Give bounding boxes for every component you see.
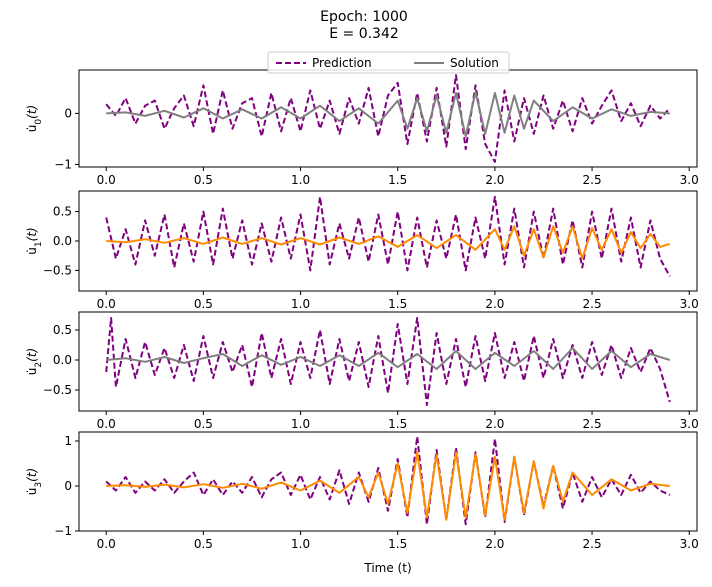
axes-frame-3 xyxy=(78,431,698,532)
xtick-label-3-2: 1.0 xyxy=(291,537,310,551)
xtick-label-1-6: 3.0 xyxy=(680,297,699,311)
xtick-label-1-0: 0.0 xyxy=(97,297,116,311)
xtick-label-1-3: 1.5 xyxy=(388,297,407,311)
xtick-label-2-1: 0.5 xyxy=(194,417,213,431)
subplots: 0.0 0.5 1.0 1.5 2.0 2.5 3.0 −1 0 u̇0(t) 0.0 0.5 1.0 1… xyxy=(25,69,699,575)
ytick-label-2-0: −0.5 xyxy=(43,383,72,397)
xtick-label-2-2: 1.0 xyxy=(291,417,310,431)
xtick-label-3-4: 2.0 xyxy=(485,537,504,551)
xtick-label-0-5: 2.5 xyxy=(583,173,602,187)
subplot-0: 0.0 0.5 1.0 1.5 2.0 2.5 3.0 −1 0 u̇0(t) xyxy=(25,69,699,187)
xtick-label-0-3: 1.5 xyxy=(388,173,407,187)
series-prediction-1 xyxy=(105,195,671,277)
xtick-label-3-3: 1.5 xyxy=(388,537,407,551)
xtick-label-1-2: 1.0 xyxy=(291,297,310,311)
ytick-label-1-1: 0.0 xyxy=(53,234,72,248)
plot-area-2 xyxy=(105,317,671,406)
subplot-3: 0.0 0.5 1.0 1.5 2.0 2.5 3.0 −1 0 1 u̇3(t) Time (t) xyxy=(25,431,699,575)
ytick-label-3-0: −1 xyxy=(54,524,72,538)
ytick-label-1-2: 0.5 xyxy=(53,205,72,219)
legend-prediction-label: Prediction xyxy=(312,56,372,70)
plot-area-3 xyxy=(105,435,671,526)
xtick-label-1-4: 2.0 xyxy=(485,297,504,311)
legend: Prediction Solution xyxy=(267,51,510,74)
subplot-1: 0.0 0.5 1.0 1.5 2.0 2.5 3.0 −0.5 0.0 0.5 u̇1(t) xyxy=(25,190,699,311)
series-prediction-0 xyxy=(105,74,671,163)
xtick-label-2-3: 1.5 xyxy=(388,417,407,431)
figure-subtitle: E = 0.342 xyxy=(329,26,399,42)
xtick-label-0-1: 0.5 xyxy=(194,173,213,187)
xtick-label-2-6: 3.0 xyxy=(680,417,699,431)
ylabel-2: u̇2(t) xyxy=(25,348,44,375)
ytick-label-1-0: −0.5 xyxy=(43,263,72,277)
figure-title: Epoch: 1000 xyxy=(320,9,408,25)
xtick-label-2-0: 0.0 xyxy=(97,417,116,431)
axes-frame-2 xyxy=(78,311,698,412)
legend-solution-label: Solution xyxy=(450,56,499,70)
series-prediction-3 xyxy=(105,435,671,526)
xtick-label-0-0: 0.0 xyxy=(97,173,116,187)
xtick-label-2-4: 2.0 xyxy=(485,417,504,431)
ylabel-0: u̇0(t) xyxy=(25,105,44,132)
xtick-label-0-2: 1.0 xyxy=(291,173,310,187)
xtick-label-3-6: 3.0 xyxy=(680,537,699,551)
xtick-label-1-5: 2.5 xyxy=(583,297,602,311)
series-solution-0 xyxy=(106,91,670,138)
xtick-label-1-1: 0.5 xyxy=(194,297,213,311)
ytick-label-2-2: 0.5 xyxy=(53,323,72,337)
series-solution-3 xyxy=(106,451,670,521)
ytick-label-0-0: −1 xyxy=(54,157,72,171)
xlabel-3: Time (t) xyxy=(363,561,411,575)
ylabel-3: u̇3(t) xyxy=(25,468,44,495)
plot-area-1 xyxy=(105,195,671,277)
xtick-label-3-5: 2.5 xyxy=(583,537,602,551)
xtick-label-0-6: 3.0 xyxy=(680,173,699,187)
plot-area-0 xyxy=(105,74,671,163)
legend-frame xyxy=(267,51,510,74)
ytick-label-0-1: 0 xyxy=(64,106,72,120)
series-solution-1 xyxy=(106,225,671,260)
series-solution-2 xyxy=(106,347,671,370)
ytick-label-3-2: 1 xyxy=(64,434,72,448)
xtick-label-2-5: 2.5 xyxy=(583,417,602,431)
subplot-2: 0.0 0.5 1.0 1.5 2.0 2.5 3.0 −0.5 0.0 0.5 u̇2(t) xyxy=(25,311,699,431)
ylabel-1: u̇1(t) xyxy=(25,227,44,254)
xtick-label-0-4: 2.0 xyxy=(485,173,504,187)
axes-frame-0 xyxy=(78,69,698,168)
xtick-label-3-1: 0.5 xyxy=(194,537,213,551)
ytick-label-2-1: 0.0 xyxy=(53,353,72,367)
xtick-label-3-0: 0.0 xyxy=(97,537,116,551)
ytick-label-3-1: 0 xyxy=(64,479,72,493)
